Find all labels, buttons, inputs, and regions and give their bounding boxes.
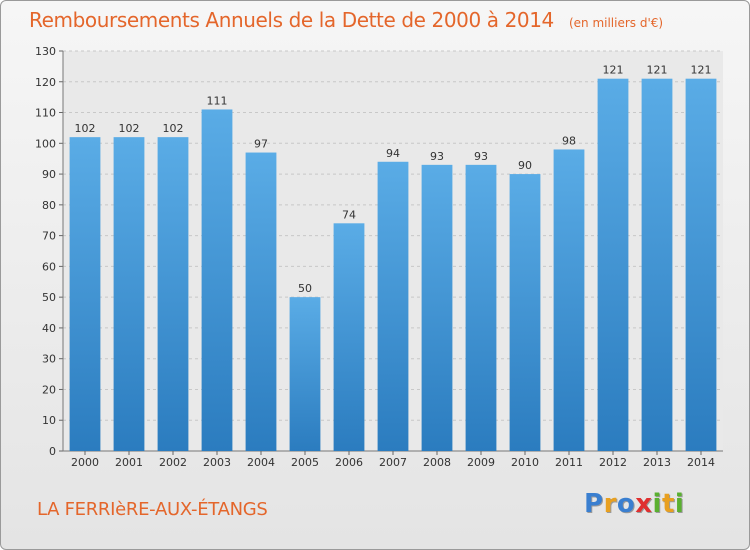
bar bbox=[333, 223, 365, 451]
bar-value-label: 93 bbox=[430, 150, 444, 163]
logo-letter: t bbox=[661, 489, 675, 519]
x-tick-label: 2003 bbox=[203, 456, 231, 469]
chart-title-row: Remboursements Annuels de la Dette de 20… bbox=[29, 8, 663, 32]
bar-value-label: 94 bbox=[386, 147, 400, 160]
bar-value-label: 121 bbox=[691, 64, 712, 77]
logo-letter: x bbox=[635, 489, 653, 519]
x-tick-label: 2006 bbox=[335, 456, 363, 469]
y-tick-label: 50 bbox=[42, 291, 56, 304]
bar bbox=[685, 78, 717, 451]
logo-letter: i bbox=[652, 489, 662, 519]
chart-title-unit: (en milliers d'€) bbox=[568, 16, 664, 30]
logo-letter: r bbox=[603, 489, 617, 519]
x-tick-label: 2013 bbox=[643, 456, 671, 469]
bar-value-label: 93 bbox=[474, 150, 488, 163]
bar-value-label: 111 bbox=[207, 94, 228, 107]
x-tick-label: 2002 bbox=[159, 456, 187, 469]
bar-value-label: 74 bbox=[342, 208, 356, 221]
bar-value-label: 102 bbox=[119, 122, 140, 135]
logo-letter: i bbox=[674, 489, 685, 519]
bar-value-label: 90 bbox=[518, 159, 532, 172]
y-tick-label: 80 bbox=[42, 199, 56, 212]
x-tick-label: 2001 bbox=[115, 456, 143, 469]
y-tick-label: 70 bbox=[42, 230, 56, 243]
bar bbox=[597, 78, 629, 451]
bar bbox=[113, 137, 145, 451]
bar bbox=[245, 152, 277, 452]
bar-value-label: 50 bbox=[298, 282, 312, 295]
bar bbox=[69, 137, 101, 451]
x-tick-label: 2007 bbox=[379, 456, 407, 469]
y-tick-label: 10 bbox=[42, 414, 56, 427]
y-tick-label: 130 bbox=[35, 45, 56, 58]
bar-value-label: 102 bbox=[163, 122, 184, 135]
x-tick-label: 2009 bbox=[467, 456, 495, 469]
logo-letter: P bbox=[584, 489, 604, 519]
y-tick-label: 100 bbox=[35, 137, 56, 150]
x-tick-label: 2000 bbox=[71, 456, 99, 469]
bar bbox=[157, 137, 189, 451]
y-tick-label: 40 bbox=[42, 322, 56, 335]
bar bbox=[421, 164, 453, 451]
x-tick-label: 2004 bbox=[247, 456, 275, 469]
y-tick-label: 0 bbox=[49, 445, 56, 458]
x-tick-label: 2010 bbox=[511, 456, 539, 469]
bar bbox=[289, 297, 321, 451]
y-tick-label: 60 bbox=[42, 260, 56, 273]
x-tick-label: 2005 bbox=[291, 456, 319, 469]
bar-value-label: 98 bbox=[562, 134, 576, 147]
x-tick-label: 2011 bbox=[555, 456, 583, 469]
chart-title: Remboursements Annuels de la Dette de 20… bbox=[29, 8, 554, 32]
x-tick-label: 2008 bbox=[423, 456, 451, 469]
y-tick-label: 30 bbox=[42, 353, 56, 366]
y-tick-label: 20 bbox=[42, 383, 56, 396]
logo-letter: o bbox=[616, 489, 636, 519]
bar bbox=[201, 109, 233, 451]
bar-value-label: 102 bbox=[75, 122, 96, 135]
y-tick-label: 90 bbox=[42, 168, 56, 181]
bar-value-label: 121 bbox=[647, 64, 668, 77]
y-tick-label: 120 bbox=[35, 76, 56, 89]
bar-value-label: 97 bbox=[254, 138, 268, 151]
bar bbox=[465, 164, 497, 451]
commune-name: LA FERRIèRE-AUX-ÉTANGS bbox=[37, 499, 268, 520]
bar-value-label: 121 bbox=[603, 64, 624, 77]
proxiti-logo: Proxiti bbox=[584, 489, 684, 519]
x-tick-label: 2012 bbox=[599, 456, 627, 469]
bar bbox=[641, 78, 673, 451]
bar bbox=[509, 174, 541, 452]
bar bbox=[553, 149, 585, 451]
x-tick-label: 2014 bbox=[687, 456, 715, 469]
bar bbox=[377, 161, 409, 451]
y-tick-label: 110 bbox=[35, 107, 56, 120]
